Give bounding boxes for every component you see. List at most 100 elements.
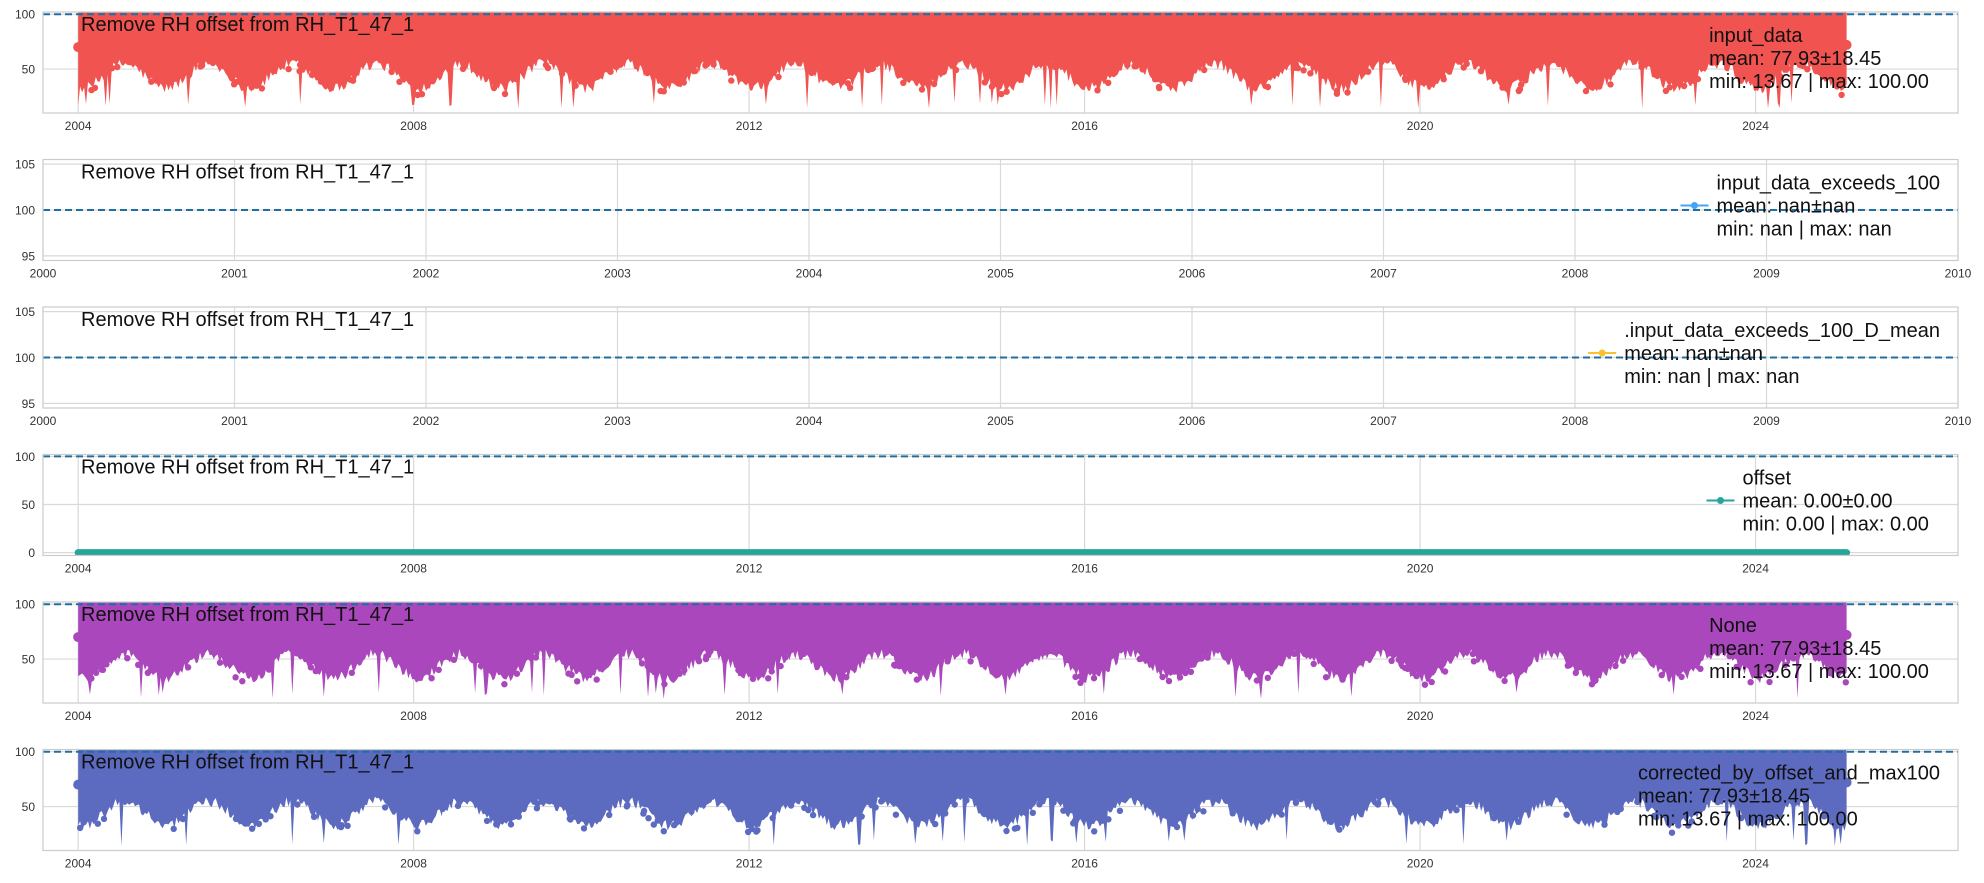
data-point: [1264, 83, 1272, 91]
data-point: [969, 651, 976, 659]
subplot-title: Remove RH offset from RH_T1_47_1: [81, 162, 414, 184]
x-tick-label: 2006: [1179, 414, 1206, 428]
x-tick-label: 2000: [30, 414, 57, 428]
data-point: [874, 59, 882, 67]
data-point: [1291, 64, 1298, 72]
data-point: [312, 667, 319, 675]
data-point: [676, 670, 683, 677]
data-point: [1842, 679, 1850, 686]
data-point: [124, 655, 131, 662]
legend-handle-marker: [1716, 497, 1724, 504]
data-point: [787, 802, 795, 809]
legend-mean: mean: 77.93±18.45: [1709, 48, 1881, 70]
legend-minmax: min: nan | max: nan: [1624, 366, 1799, 388]
data-point: [944, 658, 951, 665]
data-point: [1187, 668, 1195, 675]
data-point: [1470, 658, 1478, 665]
data-point: [1204, 654, 1211, 661]
data-point: [197, 63, 204, 70]
data-point: [1582, 87, 1590, 95]
x-tick-label: 2024: [1742, 119, 1769, 133]
data-point: [1339, 676, 1346, 683]
data-point: [749, 675, 757, 682]
axes-frame: [42, 158, 1959, 262]
data-point: [1747, 679, 1754, 686]
data-point: [296, 68, 303, 75]
y-tick-label: 0: [28, 546, 35, 560]
data-point: [232, 815, 240, 822]
x-tick-label: 2004: [796, 267, 823, 281]
data-point: [429, 78, 436, 85]
data-point: [1685, 822, 1692, 829]
data-point: [1176, 674, 1184, 681]
axes-frame: [42, 11, 1959, 114]
data-point: [710, 61, 717, 68]
data-point: [913, 676, 921, 683]
data-point: [99, 666, 107, 674]
data-point: [223, 659, 230, 667]
data-point: [76, 824, 84, 832]
y-tick-label: 50: [22, 800, 36, 814]
data-point: [513, 670, 521, 677]
data-point: [1310, 660, 1317, 668]
data-point: [1714, 798, 1721, 806]
y-tick-label: 50: [22, 63, 36, 77]
data-point: [607, 68, 614, 75]
data-point: [477, 662, 485, 670]
data-point: [1159, 673, 1166, 681]
data-point: [567, 816, 574, 823]
data-point: [1003, 88, 1010, 95]
data-point: [1375, 799, 1382, 807]
data-point: [1327, 818, 1335, 825]
data-point: [262, 816, 269, 823]
data-point: [1336, 826, 1343, 833]
data-point: [1291, 650, 1298, 657]
data-point: [1200, 808, 1207, 815]
data-point: [1253, 677, 1261, 684]
x-tick-label: 2016: [1071, 857, 1098, 871]
data-point: [1804, 66, 1811, 73]
data-point: [1733, 663, 1740, 671]
data-point: [1555, 60, 1563, 68]
data-mass: [78, 749, 1847, 847]
data-point: [258, 85, 266, 92]
data-point: [1105, 816, 1112, 823]
data-point: [307, 664, 315, 671]
x-tick-label: 2008: [1562, 267, 1589, 281]
data-point: [1344, 89, 1351, 96]
data-point: [293, 650, 301, 657]
y-tick-label: 105: [15, 158, 35, 172]
legend-series-name: input_data_exceeds_100: [1716, 173, 1940, 195]
data-point: [1841, 777, 1852, 788]
data-point: [501, 681, 508, 688]
data-point: [981, 79, 988, 86]
data-point: [932, 820, 939, 828]
data-point: [1229, 810, 1236, 817]
x-tick-label: 2005: [987, 414, 1014, 428]
subplot-5: 2004 2008 2012 2016 2020 2024 50 100 Remove RH o…: [15, 598, 1959, 723]
data-point: [1522, 77, 1529, 84]
subplot-title: Remove RH offset from RH_T1_47_1: [81, 604, 414, 626]
legend-handle-marker: [1598, 349, 1606, 357]
data-point: [1264, 674, 1272, 681]
data-point: [1194, 805, 1201, 813]
x-tick-label: 2012: [736, 119, 763, 133]
data-point: [809, 811, 817, 819]
data-point: [1050, 799, 1057, 806]
data-point: [1680, 82, 1688, 90]
data-point: [507, 821, 515, 828]
data-point: [1363, 67, 1370, 75]
data-point: [645, 815, 652, 822]
legend-handle-marker: [1690, 202, 1698, 209]
data-point: [1173, 823, 1181, 831]
data-point: [1564, 662, 1572, 669]
data-point: [1563, 811, 1570, 818]
data-point: [624, 801, 631, 809]
x-tick-label: 2003: [604, 414, 631, 428]
x-tick-label: 2024: [1742, 709, 1769, 723]
data-point: [317, 78, 325, 85]
data-point: [1156, 84, 1163, 92]
axes-frame: [42, 453, 1959, 557]
data-point: [1501, 677, 1508, 685]
